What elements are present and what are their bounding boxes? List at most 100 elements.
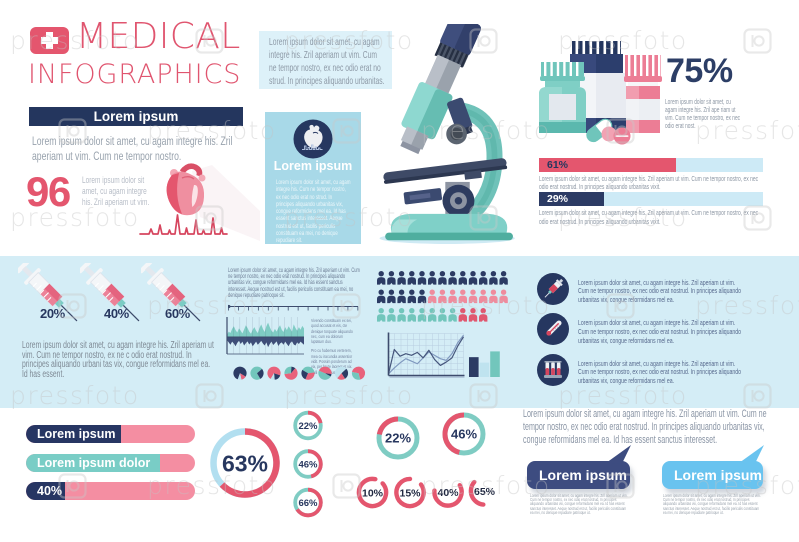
bottle-pink-part bbox=[626, 86, 639, 133]
heart-icon bbox=[166, 163, 206, 216]
syringe-note: Lorem ipsum dolor sit amet, cu agam inte… bbox=[22, 340, 214, 381]
pie-slice bbox=[325, 373, 332, 377]
top-note-text: Lorem ipsum dolor sit amet, cu agam inte… bbox=[269, 37, 385, 87]
person-body bbox=[428, 314, 437, 322]
person-icon bbox=[397, 308, 406, 322]
ring-label: 65% bbox=[474, 486, 496, 498]
person-icon bbox=[458, 289, 467, 304]
mini-bar bbox=[479, 362, 490, 377]
pie-slice bbox=[291, 366, 296, 374]
microscope-stage-part bbox=[464, 170, 482, 180]
person-icon bbox=[417, 289, 427, 304]
bottle-pink-cap-part-part bbox=[652, 55, 655, 76]
speech-bubble-navy: Lorem ipsum bbox=[527, 461, 630, 489]
bottle-teal-cap-part-part bbox=[544, 62, 547, 76]
pressfoto-camera-icon-svg-part bbox=[743, 28, 772, 54]
ring-label: 40% bbox=[437, 487, 459, 499]
ring-label: 22% bbox=[385, 431, 411, 446]
person-head bbox=[388, 308, 395, 314]
plunger-rod bbox=[84, 266, 96, 278]
ribbed-collar-part-part bbox=[456, 52, 464, 66]
person-body bbox=[417, 295, 427, 304]
person-icon bbox=[468, 271, 478, 285]
needle-hub bbox=[116, 298, 126, 308]
thermometer-icon-part-part bbox=[553, 329, 555, 332]
microscope-tube-part bbox=[400, 140, 421, 155]
icon-row-text-3: Lorem ipsum dolor sit amet, cu agam inte… bbox=[578, 358, 742, 386]
syringe-icon-part bbox=[559, 278, 564, 283]
syringe-icon bbox=[80, 263, 140, 322]
mini-pie bbox=[267, 366, 281, 380]
bottle-teal bbox=[539, 62, 586, 133]
bottom-note: Lorem ipsum dolor sit amet, cu agam inte… bbox=[523, 408, 767, 446]
person-body bbox=[458, 277, 467, 285]
bottle-teal-cap-part-part bbox=[550, 62, 553, 76]
person-head bbox=[429, 308, 435, 314]
pie-slice bbox=[237, 373, 242, 380]
test-tubes-circle-icon bbox=[537, 354, 569, 386]
person-body bbox=[377, 314, 386, 322]
pie-slice bbox=[250, 366, 262, 380]
pie-slice bbox=[284, 366, 292, 374]
ribbed-collar-part bbox=[434, 42, 469, 68]
bottle-navy-cap-part-part bbox=[575, 41, 579, 54]
person-icon bbox=[417, 308, 427, 322]
round-pills-icon-part bbox=[615, 135, 629, 137]
area-gridlines bbox=[233, 317, 298, 354]
icon-row-text-1: Lorem ipsum dolor sit amet, cu agam inte… bbox=[578, 277, 742, 305]
ring-label: 46% bbox=[451, 427, 477, 442]
pie-slice bbox=[301, 369, 308, 380]
speech-bubble-navy-tail bbox=[606, 445, 631, 464]
test-tubes-icon-part bbox=[545, 368, 550, 376]
person-head bbox=[480, 289, 486, 295]
person-body bbox=[377, 295, 386, 304]
person-body bbox=[407, 314, 416, 322]
thermometer-icon-part-part bbox=[558, 324, 561, 327]
person-head bbox=[480, 308, 486, 314]
ring-label: 66% bbox=[298, 498, 318, 509]
treatment-bar-label: 29% bbox=[547, 193, 569, 206]
bottle-navy-cap-part bbox=[575, 41, 621, 54]
microscope-illustration-part bbox=[454, 196, 463, 205]
person-icon bbox=[438, 289, 447, 304]
needle-hub bbox=[177, 298, 187, 308]
category-bar: 40% bbox=[26, 482, 195, 500]
medical-cross-icon bbox=[30, 27, 69, 54]
ecg-line-icon bbox=[139, 214, 228, 235]
needle bbox=[183, 304, 201, 322]
heart-glyph bbox=[304, 124, 323, 149]
ring-label: 22% bbox=[298, 421, 318, 432]
person-body bbox=[428, 277, 437, 285]
round-pills-icon bbox=[601, 126, 631, 145]
person-head bbox=[449, 271, 456, 277]
bottle-teal-cap-part-part bbox=[563, 62, 566, 76]
category-bar-segment bbox=[26, 482, 65, 500]
person-body bbox=[499, 277, 508, 285]
microscope-base-part bbox=[385, 232, 513, 241]
person-head bbox=[470, 308, 476, 314]
person-head bbox=[419, 308, 425, 314]
gap-ring-arc bbox=[394, 476, 426, 509]
person-body bbox=[407, 295, 416, 304]
bottle-pink-cap-part-part bbox=[646, 55, 649, 76]
person-head bbox=[429, 271, 435, 277]
treatment-bar-label: 61% bbox=[547, 159, 569, 171]
test-tubes-icon-part bbox=[551, 368, 555, 376]
syringe-circle-icon bbox=[537, 273, 569, 305]
person-head bbox=[409, 289, 415, 295]
ribbed-collar-part-part bbox=[447, 48, 456, 62]
waveform-area-chart bbox=[226, 317, 304, 355]
heart-icon-part bbox=[191, 184, 198, 207]
treatment-bar-note: Lorem ipsum dolor sit amet, cu agam inte… bbox=[539, 209, 759, 226]
plunger-rod bbox=[22, 266, 34, 278]
timeline-axis-part bbox=[228, 306, 359, 311]
person-head bbox=[480, 271, 486, 277]
person-icon bbox=[428, 271, 437, 285]
bottle-navy-cap-part-part bbox=[617, 41, 621, 54]
heart-card-body: Lorem ipsum dolor sit amet, cu agam inte… bbox=[276, 179, 351, 245]
bottle-navy-cap-part-part bbox=[582, 41, 586, 54]
heart-glyph-part bbox=[312, 131, 319, 134]
person-head bbox=[439, 271, 446, 277]
graduations bbox=[94, 282, 114, 302]
gap-ring-arc bbox=[468, 479, 486, 507]
